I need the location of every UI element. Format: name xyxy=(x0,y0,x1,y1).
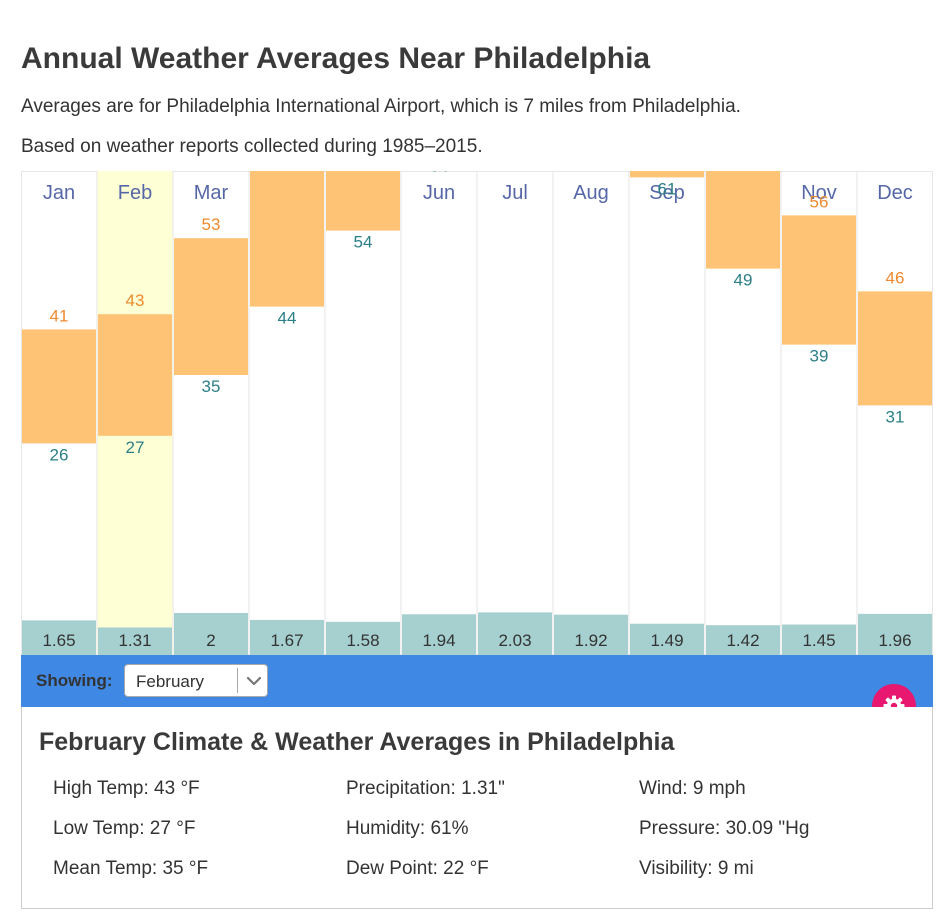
precip-bar-jul xyxy=(478,612,552,655)
month-select-value: February xyxy=(136,672,205,691)
stat-mean-temp: Mean Temp: 35 °F xyxy=(53,858,209,879)
month-label-sep[interactable]: Sep xyxy=(649,182,685,204)
low-temp-label-feb: 27 xyxy=(126,438,145,457)
month-select[interactable]: February xyxy=(124,664,268,697)
low-temp-label-jan: 26 xyxy=(50,445,69,464)
month-detail-panel: February Climate & Weather Averages in P… xyxy=(21,707,933,909)
precip-label-mar: 2 xyxy=(206,631,215,650)
temp-range-bar-dec xyxy=(858,291,932,406)
precip-bar-aug xyxy=(554,614,628,655)
low-temp-label-may: 54 xyxy=(354,233,373,252)
low-temp-label-sep: 61 xyxy=(658,179,677,198)
page-title: Annual Weather Averages Near Philadelphi… xyxy=(21,42,651,75)
temp-range-bar-mar xyxy=(174,238,248,375)
stat-humidity: Humidity: 61% xyxy=(346,818,469,839)
month-label-feb[interactable]: Feb xyxy=(118,182,152,204)
high-temp-label-nov: 56 xyxy=(810,192,829,211)
month-selector-bar: Showing: February xyxy=(21,655,933,707)
low-temp-label-mar: 35 xyxy=(202,377,221,396)
precip-label-jun: 1.94 xyxy=(422,631,455,650)
month-label-mar[interactable]: Mar xyxy=(194,182,229,204)
stat-visibility: Visibility: 9 mi xyxy=(639,858,754,879)
precip-label-may: 1.58 xyxy=(346,631,379,650)
precip-label-feb: 1.31 xyxy=(118,631,151,650)
high-temp-label-jan: 41 xyxy=(50,306,69,325)
detail-title: February Climate & Weather Averages in P… xyxy=(39,728,675,756)
stat-high-temp: High Temp: 43 °F xyxy=(53,778,200,799)
stat-wind: Wind: 9 mph xyxy=(639,778,746,799)
precip-label-jan: 1.65 xyxy=(42,631,75,650)
annual-weather-chart: Jan41261.65Feb43271.31Mar53352Apr64441.6… xyxy=(21,171,933,655)
stat-low-temp: Low Temp: 27 °F xyxy=(53,818,196,839)
high-temp-label-feb: 43 xyxy=(126,291,145,310)
temp-range-bar-apr xyxy=(250,171,324,307)
month-label-jul[interactable]: Jul xyxy=(502,182,528,204)
temp-range-bar-jan xyxy=(22,329,96,444)
precip-bar-feb xyxy=(98,627,172,655)
low-temp-label-oct: 49 xyxy=(734,271,753,290)
precip-label-nov: 1.45 xyxy=(802,631,835,650)
month-label-nov[interactable]: Nov xyxy=(801,182,837,204)
low-temp-label-jun: 64 xyxy=(430,171,449,176)
precip-label-apr: 1.67 xyxy=(270,631,303,650)
temp-range-bar-nov xyxy=(782,215,856,345)
month-label-jun[interactable]: Jun xyxy=(423,182,455,204)
stat-pressure: Pressure: 30.09 "Hg xyxy=(639,818,810,839)
low-temp-label-dec: 31 xyxy=(886,407,905,426)
precip-bar-nov xyxy=(782,624,856,655)
precip-label-oct: 1.42 xyxy=(726,631,759,650)
chevron-down-icon xyxy=(246,676,262,686)
low-temp-label-apr: 44 xyxy=(278,309,297,328)
precip-bar-sep xyxy=(630,623,704,655)
low-temp-label-nov: 39 xyxy=(810,347,829,366)
precip-bar-oct xyxy=(706,625,780,655)
precip-bar-may xyxy=(326,621,400,655)
precip-bar-jun xyxy=(402,614,476,655)
precip-label-sep: 1.49 xyxy=(650,631,683,650)
month-label-dec[interactable]: Dec xyxy=(877,182,913,204)
precip-label-aug: 1.92 xyxy=(574,631,607,650)
showing-label: Showing: xyxy=(36,671,113,690)
stat-precipitation: Precipitation: 1.31" xyxy=(346,778,505,799)
high-temp-label-dec: 46 xyxy=(886,268,905,287)
month-label-jan[interactable]: Jan xyxy=(43,182,75,204)
precip-label-dec: 1.96 xyxy=(878,631,911,650)
precip-bar-jan xyxy=(22,620,96,655)
temp-range-bar-feb xyxy=(98,314,172,436)
page-subtitle-period: Based on weather reports collected durin… xyxy=(21,136,483,157)
precip-bar-mar xyxy=(174,613,248,655)
month-label-aug[interactable]: Aug xyxy=(573,182,609,204)
temp-range-bar-sep xyxy=(630,171,704,178)
stat-dew-point: Dew Point: 22 °F xyxy=(346,858,489,879)
high-temp-label-mar: 53 xyxy=(202,215,221,234)
select-divider xyxy=(237,668,238,693)
precip-bar-dec xyxy=(858,613,932,655)
precip-bar-apr xyxy=(250,619,324,655)
temp-range-bar-oct xyxy=(706,171,780,269)
page-subtitle-station: Averages are for Philadelphia Internatio… xyxy=(21,96,741,117)
temp-range-bar-may xyxy=(326,171,400,231)
precip-label-jul: 2.03 xyxy=(498,631,531,650)
